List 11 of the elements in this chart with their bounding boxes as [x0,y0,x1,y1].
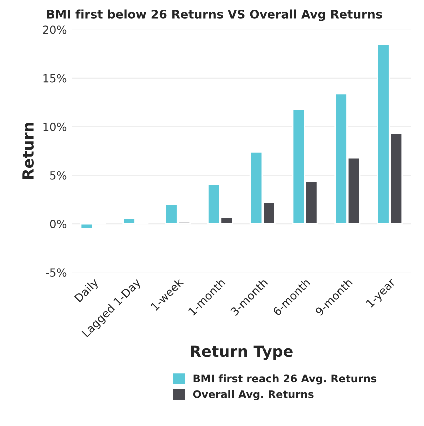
y-axis-title: Return [22,123,34,180]
y-tick-label: 0% [50,220,67,228]
legend-label: BMI first reach 26 Avg. Returns [194,374,377,385]
chart-title: BMI first below 26 Returns VS Overall Avg Returns [47,10,382,22]
legend-label: Overall Avg. Returns [193,390,314,400]
y-tick-label: 20% [43,26,67,34]
x-axis-title: Return Type [191,346,293,360]
y-tick-label: 5% [50,171,67,180]
y-tick-label: 10% [44,122,67,132]
y-tick-label: 15% [44,74,67,83]
y-tick-label: -5% [46,268,67,278]
